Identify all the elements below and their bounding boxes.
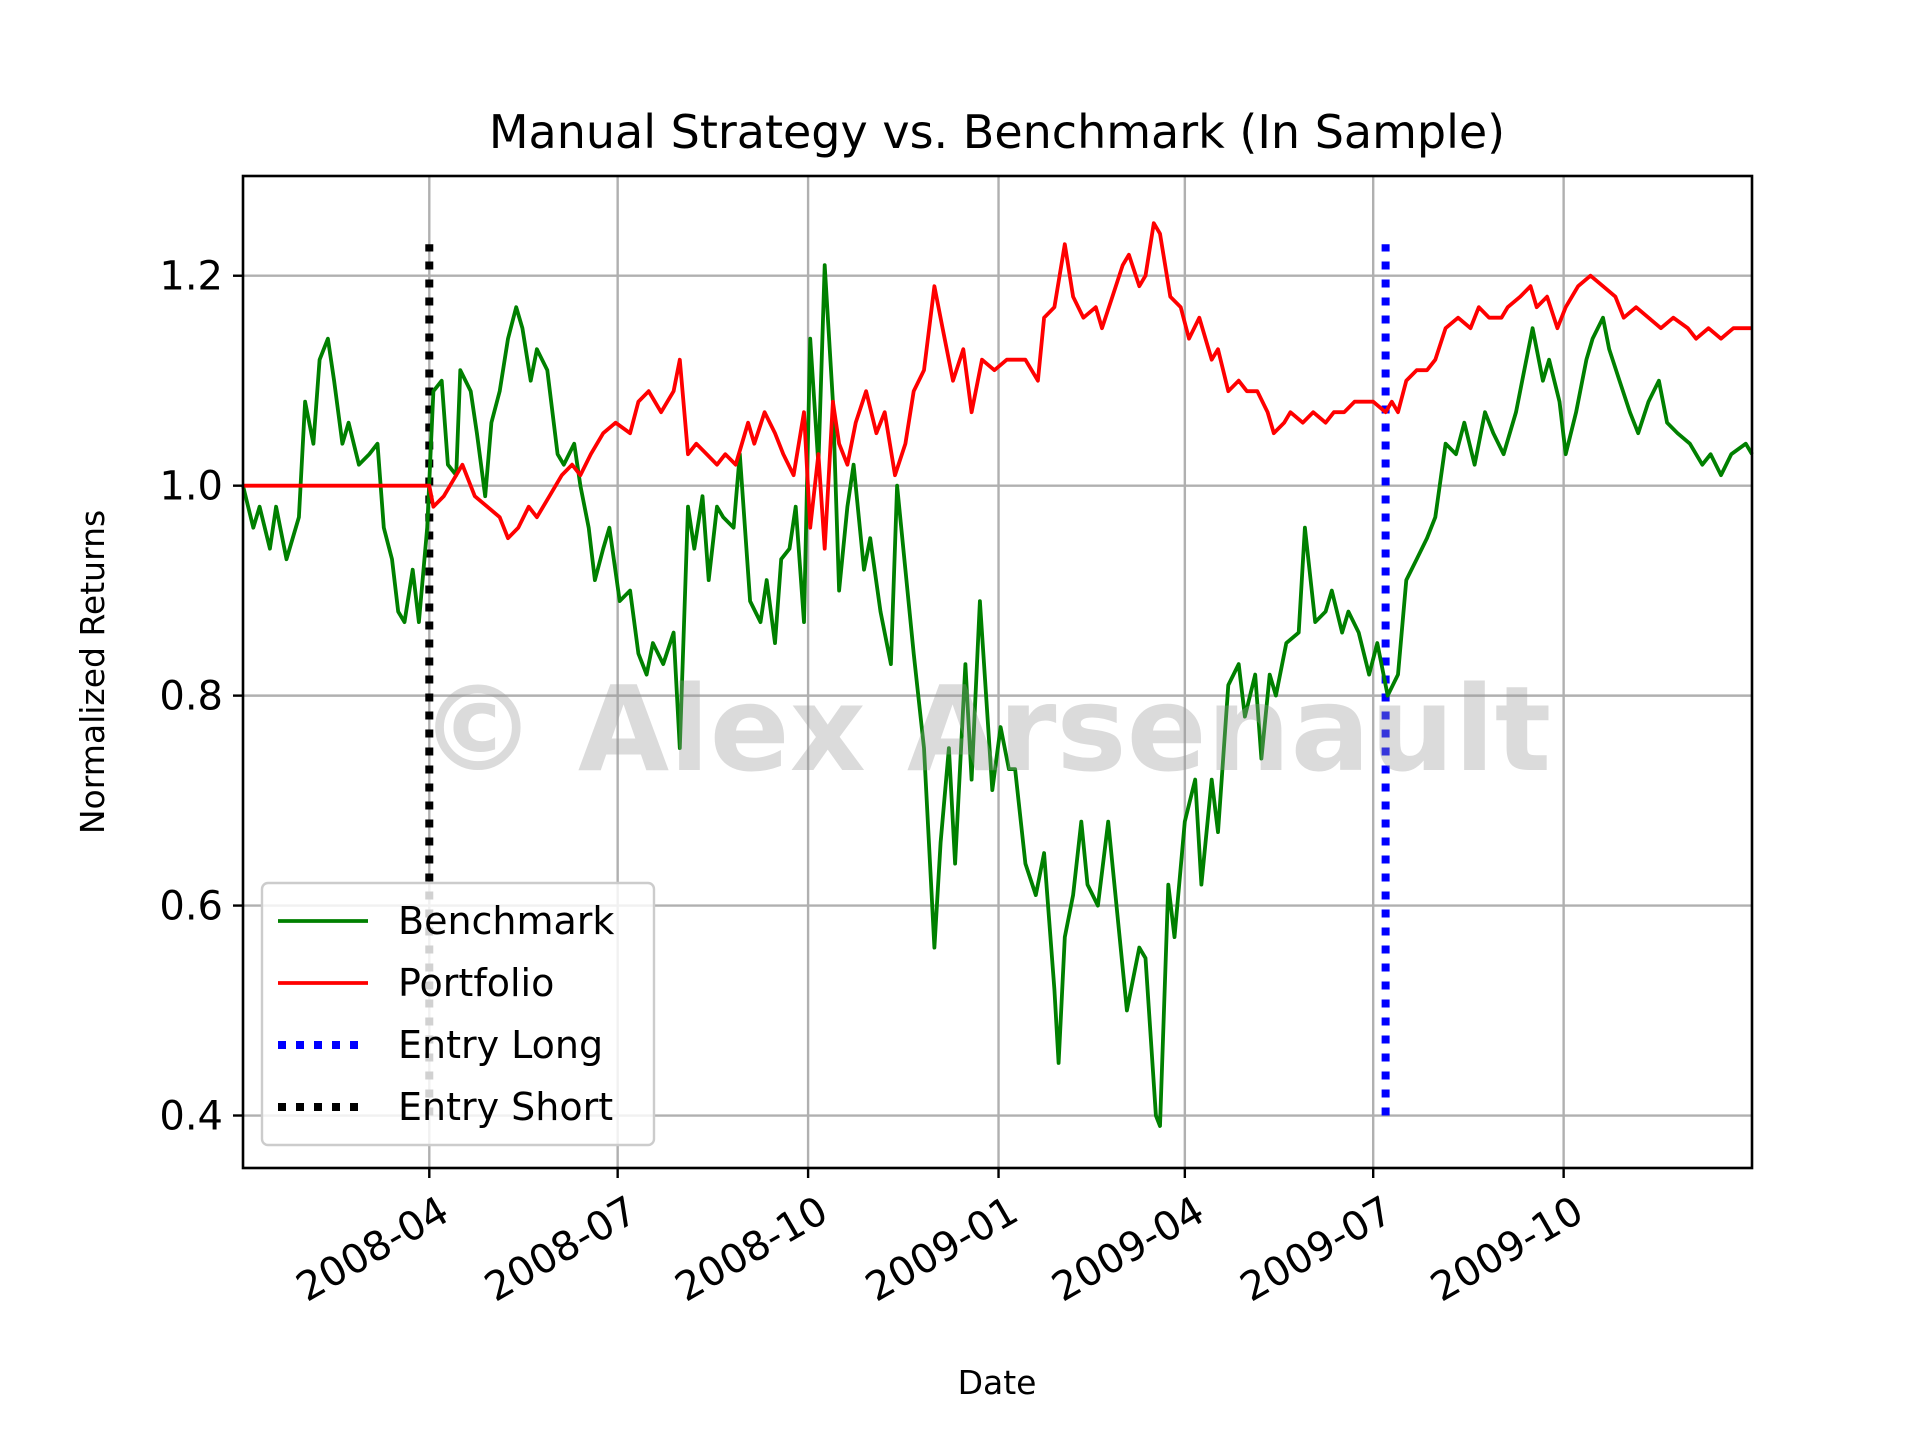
y-tick-label-2: 0.8 [159,674,223,720]
legend-label-entry-short: Entry Short [398,1085,613,1129]
y-tick-label-4: 1.2 [159,254,223,300]
x-tick-label-5: 2009-07 [1233,1188,1401,1311]
watermark-text: © Alex Arsenault [419,660,1551,798]
x-axis-title: Date [958,1363,1037,1402]
legend: Benchmark Portfolio Entry Long Entry Short [260,881,656,1147]
legend-box [260,881,656,1147]
x-tick-label-1: 2008-07 [477,1188,645,1311]
x-tick-label-3: 2009-01 [858,1188,1026,1311]
legend-label-portfolio: Portfolio [398,961,554,1005]
y-axis-title: Normalized Returns [73,510,112,834]
x-tick-label-0: 2008-04 [289,1188,457,1311]
grid-lines [243,176,1752,1168]
x-tick-label-6: 2009-10 [1423,1188,1591,1311]
legend-label-benchmark: Benchmark [398,899,614,943]
chart-title: Manual Strategy vs. Benchmark (In Sample… [489,105,1505,159]
legend-label-entry-long: Entry Long [398,1023,603,1067]
series-lines [241,221,1754,1128]
series-line-portfolio [243,221,1752,551]
y-tick-label-3: 1.0 [159,464,223,510]
y-tick-label-0: 0.4 [159,1094,223,1140]
series-line-benchmark [241,263,1754,1128]
x-tick-label-4: 2009-04 [1044,1188,1212,1311]
x-tick-label-2: 2008-10 [668,1188,836,1311]
y-tick-label-1: 0.6 [159,884,223,930]
